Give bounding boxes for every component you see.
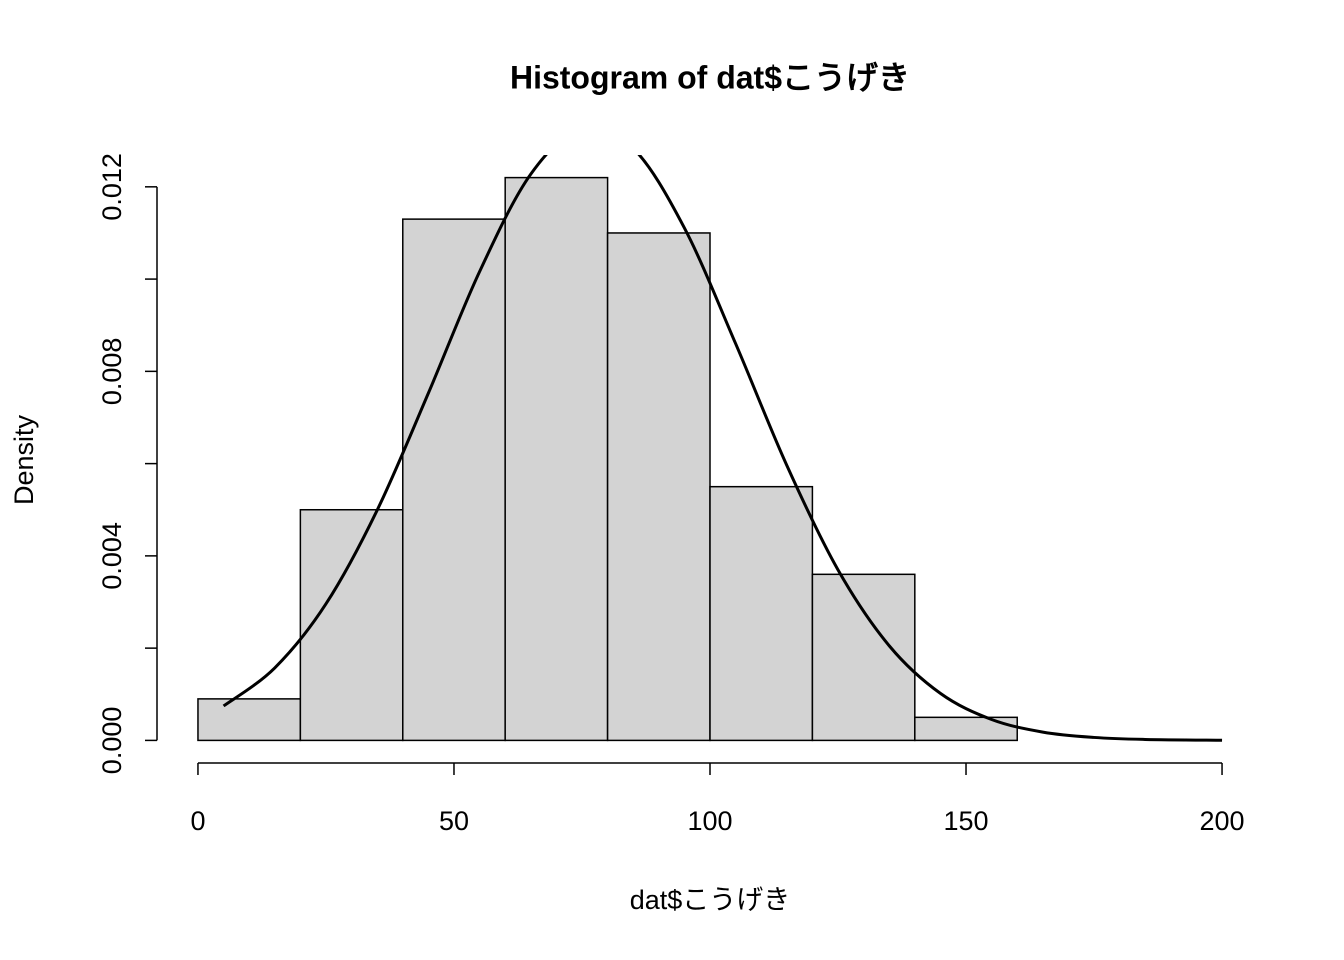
x-tick-label: 200 bbox=[1200, 806, 1245, 836]
x-tick-label: 50 bbox=[439, 806, 469, 836]
density-curve bbox=[222, 155, 1223, 742]
bar bbox=[504, 176, 609, 742]
bar bbox=[299, 508, 404, 742]
bar bbox=[402, 218, 506, 742]
x-tick-label: 150 bbox=[943, 806, 988, 836]
chart-title: Histogram of dat$こうげき bbox=[510, 59, 910, 95]
x-axis-label: dat$こうげき bbox=[630, 885, 791, 915]
y-tick-label: 0.000 bbox=[97, 707, 127, 775]
x-tick-label: 100 bbox=[687, 806, 732, 836]
bar bbox=[709, 485, 814, 742]
bar bbox=[606, 232, 711, 742]
x-tick-label: 0 bbox=[190, 806, 205, 836]
y-tick-label: 0.008 bbox=[97, 338, 127, 406]
y-tick-label: 0.012 bbox=[97, 153, 127, 221]
bar bbox=[197, 698, 302, 742]
y-axis-label: Density bbox=[9, 414, 39, 505]
bar bbox=[914, 716, 1018, 742]
y-tick-label: 0.004 bbox=[97, 522, 127, 590]
